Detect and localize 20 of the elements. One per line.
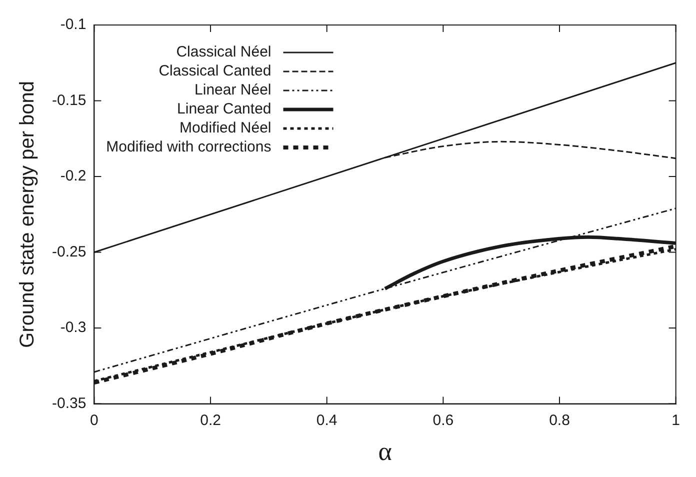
legend-label: Classical Néel [176,44,272,61]
x-tick-label: 0.8 [549,412,570,429]
y-tick-label: -0.25 [52,243,86,260]
y-tick-label: -0.2 [60,168,86,185]
legend-label: Modified Néel [180,120,272,137]
x-axis-title: α [378,437,392,466]
x-tick-label: 0 [90,412,98,429]
legend-label: Linear Canted [177,100,272,118]
y-axis-title: Ground state energy per bond [16,80,39,348]
x-tick-label: 0.6 [432,412,454,429]
x-tick-label: 0.2 [200,412,221,429]
y-tick-label: -0.15 [52,92,86,109]
x-tick-label: 0.4 [316,412,338,429]
y-tick-label: -0.3 [60,319,86,336]
legend-label: Linear Néel [194,82,272,99]
legend-label: Classical Canted [158,62,272,80]
legend-label: Modified with corrections [106,138,272,156]
y-tick-label: -0.35 [52,394,86,412]
x-tick-label: 1 [672,412,680,429]
y-tick-label: -0.1 [60,16,86,34]
